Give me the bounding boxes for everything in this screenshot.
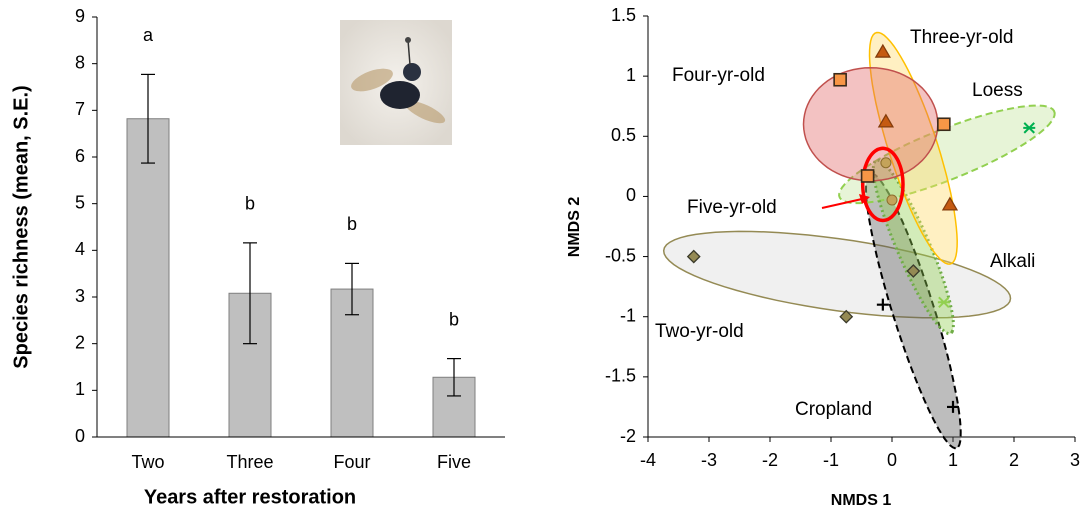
group-label: Loess xyxy=(972,80,1023,101)
point xyxy=(938,118,950,130)
significance-letter: b xyxy=(347,214,357,234)
y-tick-label: 1.5 xyxy=(611,5,636,25)
x-tick-label: -2 xyxy=(762,450,778,470)
group-label: Three-yr-old xyxy=(910,27,1013,48)
y-tick-label: 5 xyxy=(75,192,85,212)
x-axis-label: Years after restoration xyxy=(144,486,356,508)
y-tick-label: -1 xyxy=(620,305,636,325)
y-tick-label: -1.5 xyxy=(605,366,636,386)
x-tick-label: 1 xyxy=(948,450,958,470)
group-ellipse xyxy=(804,68,938,181)
group-label: Cropland xyxy=(795,399,872,420)
x-tick-label: Four xyxy=(333,452,370,472)
x-tick-label: 2 xyxy=(1009,450,1019,470)
y-tick-label: 7 xyxy=(75,99,85,119)
group-label: Alkali xyxy=(990,251,1035,272)
x-tick-label: -1 xyxy=(823,450,839,470)
significance-letter: b xyxy=(449,309,459,329)
y-tick-label: 0 xyxy=(75,426,85,446)
figure: Years after restoration Species richness… xyxy=(0,0,1090,514)
y-tick-label: 4 xyxy=(75,239,85,259)
point xyxy=(862,170,874,182)
y-tick-label: 0 xyxy=(626,185,636,205)
point xyxy=(887,195,897,205)
x-tick-label: -3 xyxy=(701,450,717,470)
point xyxy=(834,74,846,86)
group-label: Two-yr-old xyxy=(655,321,744,342)
y-axis-label: Species richness (mean, S.E.) xyxy=(10,85,32,368)
scatter-chart: -2 -1.5 -1 -0.5 0 0.5 1 1.5 -4 -3 -2 -1 0 1 2 3 Two-yr-o… xyxy=(605,5,1080,470)
group-ellipse xyxy=(664,231,1011,317)
x-tick-label: Three xyxy=(226,452,273,472)
bee-photo xyxy=(340,20,452,145)
x-tick-label: Two xyxy=(131,452,164,472)
significance-letter: b xyxy=(245,194,255,214)
y-tick-label: 0.5 xyxy=(611,125,636,145)
y-tick-label: 6 xyxy=(75,146,85,166)
x-tick-label: Five xyxy=(437,452,471,472)
x-axis-label: NMDS 1 xyxy=(831,492,892,509)
y-tick-label: 3 xyxy=(75,286,85,306)
y-tick-label: 9 xyxy=(75,6,85,26)
group-label: Five-yr-old xyxy=(687,197,777,218)
y-tick-label: -2 xyxy=(620,426,636,446)
y-tick-label: -0.5 xyxy=(605,245,636,265)
y-tick-label: 1 xyxy=(626,65,636,85)
y-tick-label: 2 xyxy=(75,332,85,352)
group-label: Four-yr-old xyxy=(672,65,765,86)
x-tick-label: 0 xyxy=(887,450,897,470)
x-tick-label: 3 xyxy=(1070,450,1080,470)
y-tick-label: 1 xyxy=(75,379,85,399)
x-tick-label: -4 xyxy=(640,450,656,470)
significance-letter: a xyxy=(143,25,154,45)
bar xyxy=(127,119,169,437)
point xyxy=(881,158,891,168)
y-axis-label: NMDS 2 xyxy=(566,197,583,258)
y-tick-label: 8 xyxy=(75,52,85,72)
